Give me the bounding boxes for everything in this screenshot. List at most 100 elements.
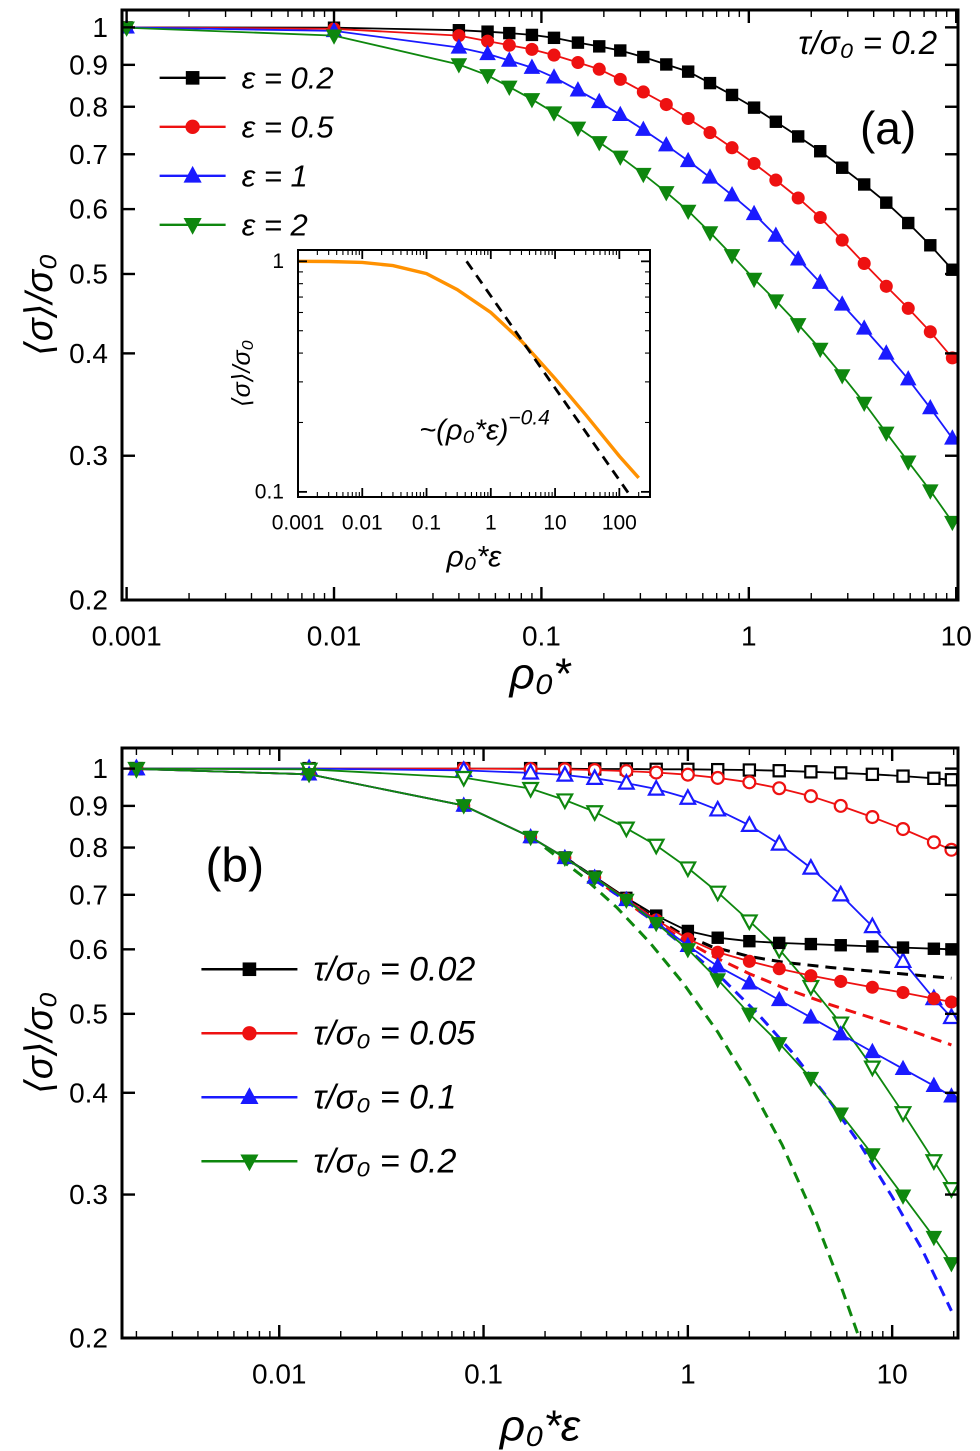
- marker-triangle-up: [679, 151, 697, 168]
- legend-label: ε = 0.2: [242, 60, 334, 95]
- marker-square: [772, 764, 786, 778]
- y-tick-label: 0.3: [69, 440, 108, 471]
- series-dashed-green: [544, 846, 861, 1338]
- marker-square: [711, 931, 724, 944]
- marker-square: [835, 161, 849, 174]
- marker-triangle-up: [745, 204, 763, 221]
- x-tick-label: 0.01: [342, 512, 383, 535]
- marker-square: [725, 88, 739, 102]
- marker-triangle-down: [741, 1007, 758, 1023]
- marker-circle: [803, 789, 818, 804]
- marker-triangle-down: [767, 294, 785, 310]
- marker-circle: [711, 945, 725, 959]
- marker-square: [804, 765, 818, 779]
- y-tick-label: 0.7: [69, 139, 108, 170]
- marker-square: [866, 940, 879, 953]
- marker-triangle-up: [899, 370, 917, 386]
- x-axis-label: ρ₀*ε: [498, 1402, 581, 1451]
- marker-triangle-up: [831, 884, 850, 902]
- marker-square: [896, 769, 910, 783]
- marker-triangle-up: [523, 58, 541, 74]
- y-axis-label: ⟨σ⟩/σ₀: [19, 254, 61, 356]
- marker-circle: [813, 210, 827, 225]
- marker-square: [742, 763, 757, 777]
- marker-triangle-down: [450, 58, 468, 74]
- marker-square: [703, 76, 717, 90]
- marker-triangle-up: [943, 1087, 958, 1103]
- marker-circle: [747, 156, 761, 171]
- marker-triangle-up: [611, 105, 629, 122]
- marker-circle: [502, 38, 516, 52]
- marker-triangle-up: [855, 319, 873, 335]
- axis-frame: [297, 249, 651, 498]
- marker-circle: [680, 767, 695, 782]
- marker-circle: [879, 279, 893, 293]
- x-tick-label: 1: [680, 1359, 696, 1390]
- x-tick-label: 1: [741, 621, 757, 652]
- marker-triangle-up: [585, 768, 604, 785]
- series-dashed-blue: [593, 878, 953, 1312]
- marker-triangle-up: [944, 429, 958, 445]
- marker-circle: [681, 111, 695, 126]
- marker-triangle-down: [586, 871, 603, 887]
- marker-circle: [703, 126, 717, 140]
- y-tick-label: 0.7: [69, 879, 108, 910]
- y-tick-label: 0.2: [69, 585, 108, 616]
- marker-triangle-down: [647, 838, 666, 856]
- marker-triangle-down: [679, 204, 697, 220]
- y-tick-label: 0.6: [69, 934, 108, 965]
- marker-triangle-down: [802, 1071, 820, 1088]
- marker-triangle-down: [635, 167, 652, 184]
- marker-circle: [944, 842, 958, 857]
- marker-square: [791, 130, 805, 143]
- series-layer: [122, 18, 958, 532]
- marker-circle: [710, 770, 725, 785]
- marker-square: [814, 145, 827, 158]
- marker-square: [902, 216, 915, 230]
- marker-square: [880, 196, 893, 209]
- marker-triangle-up: [590, 92, 608, 109]
- legend-label: ε = 0.5: [242, 109, 335, 144]
- marker-triangle-up: [701, 168, 719, 184]
- marker-circle: [613, 72, 627, 86]
- marker-circle: [242, 1026, 257, 1041]
- y-tick-label: 0.8: [69, 832, 108, 863]
- marker-triangle-up: [942, 1007, 958, 1025]
- x-axis-label: ρ₀*: [508, 650, 573, 699]
- series-line: [605, 886, 952, 1047]
- marker-triangle-down: [877, 426, 895, 442]
- x-tick-label: 0.001: [92, 621, 162, 652]
- y-tick-label: 0.4: [69, 338, 108, 369]
- annotation: τ/σ₀ = 0.2: [798, 24, 937, 61]
- marker-triangle-down: [745, 272, 763, 289]
- marker-triangle-down: [183, 218, 202, 235]
- marker-square: [743, 934, 756, 948]
- marker-triangle-down: [770, 1037, 788, 1053]
- marker-triangle-down: [899, 455, 917, 471]
- marker-triangle-up: [893, 951, 913, 969]
- marker-triangle-up: [678, 787, 697, 805]
- marker-triangle-up: [833, 295, 851, 311]
- marker-square: [927, 942, 941, 955]
- marker-circle: [636, 85, 650, 99]
- series-line: [593, 878, 953, 1312]
- marker-triangle-down: [545, 106, 563, 122]
- marker-triangle-up: [832, 1025, 850, 1041]
- axis-frame: [120, 8, 960, 602]
- marker-circle: [834, 974, 848, 988]
- marker-triangle-down: [479, 69, 496, 85]
- x-tick-label: 1: [485, 512, 497, 535]
- marker-triangle-up: [925, 1076, 943, 1092]
- marker-triangle-up: [922, 398, 939, 415]
- marker-circle: [742, 775, 757, 790]
- marker-triangle-down: [723, 249, 741, 265]
- marker-triangle-down: [863, 1060, 882, 1078]
- marker-circle: [926, 835, 941, 850]
- marker-triangle-up: [545, 68, 563, 84]
- marker-square: [185, 71, 200, 85]
- marker-triangle-down: [864, 1148, 881, 1164]
- marker-triangle-up: [864, 1042, 881, 1059]
- marker-square: [547, 31, 561, 45]
- legend-label: ε = 2: [242, 207, 308, 242]
- marker-square: [944, 773, 958, 787]
